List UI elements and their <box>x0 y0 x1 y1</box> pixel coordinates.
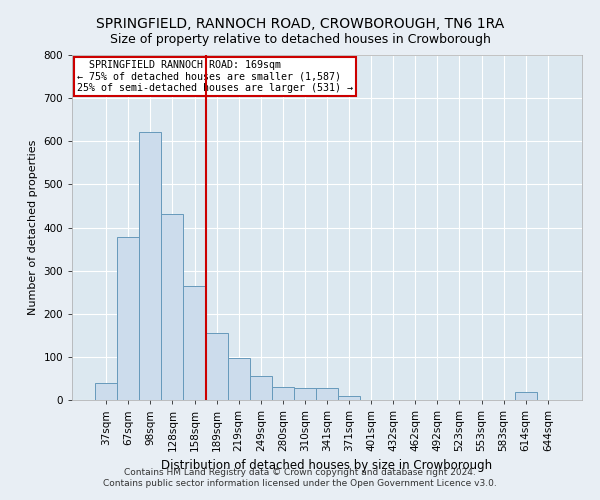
Bar <box>95 383 117 400</box>
Text: Contains HM Land Registry data © Crown copyright and database right 2024.
Contai: Contains HM Land Registry data © Crown c… <box>103 468 497 487</box>
Text: SPRINGFIELD, RANNOCH ROAD, CROWBOROUGH, TN6 1RA: SPRINGFIELD, RANNOCH ROAD, CROWBOROUGH, … <box>96 18 504 32</box>
X-axis label: Distribution of detached houses by size in Crowborough: Distribution of detached houses by size … <box>161 460 493 472</box>
Bar <box>250 376 272 400</box>
Text: Size of property relative to detached houses in Crowborough: Size of property relative to detached ho… <box>110 32 490 46</box>
Bar <box>184 286 206 400</box>
Bar <box>338 396 360 400</box>
Bar <box>316 388 338 400</box>
Bar <box>139 132 161 400</box>
Bar <box>294 388 316 400</box>
Text: SPRINGFIELD RANNOCH ROAD: 169sqm  
← 75% of detached houses are smaller (1,587)
: SPRINGFIELD RANNOCH ROAD: 169sqm ← 75% o… <box>77 60 353 94</box>
Bar <box>117 237 139 400</box>
Bar <box>206 333 227 400</box>
Bar <box>272 387 294 400</box>
Y-axis label: Number of detached properties: Number of detached properties <box>28 140 38 315</box>
Bar <box>161 214 184 400</box>
Bar <box>227 358 250 400</box>
Bar <box>515 392 537 400</box>
